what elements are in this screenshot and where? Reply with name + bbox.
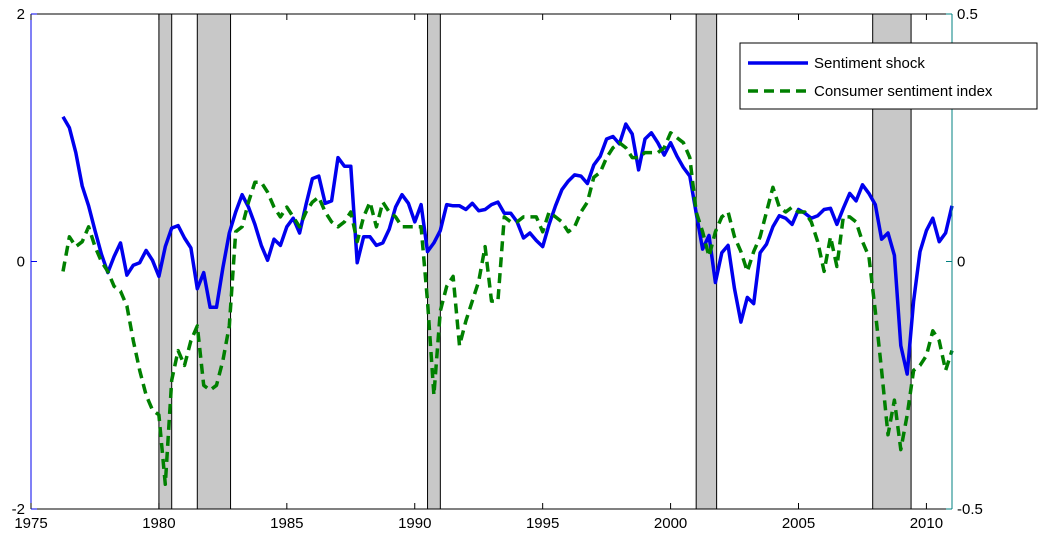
recession-band-2 <box>427 13 441 510</box>
x-tick-label-2000: 2000 <box>654 515 687 532</box>
y-right-tick-label-0.5: 0.5 <box>957 6 978 23</box>
x-tick-label-2005: 2005 <box>782 515 815 532</box>
sentiment-shock-line <box>61 115 954 376</box>
series-lines <box>61 115 954 487</box>
legend-label-1: Consumer sentiment index <box>814 83 993 100</box>
y-right-tick-label-0: 0 <box>957 254 965 271</box>
x-tick-label-1975: 1975 <box>14 515 47 532</box>
consumer-sentiment-index-line <box>61 131 954 487</box>
x-tick-label-2010: 2010 <box>910 515 943 532</box>
legend-box <box>739 42 1038 110</box>
x-tick-label-1980: 1980 <box>142 515 175 532</box>
y-right-tick-label--0.5: -0.5 <box>957 501 983 518</box>
x-tick-label-1995: 1995 <box>526 515 559 532</box>
x-tick-label-1990: 1990 <box>398 515 431 532</box>
axes: 1975 1980 1985 1990 1995 2000 2005 2010 -2 0 2 -0.5… <box>12 6 983 532</box>
x-tick-label-1985: 1985 <box>270 515 303 532</box>
y-left-tick-label-0: 0 <box>17 254 25 271</box>
legend: Sentiment shock Consumer sentiment index <box>739 42 1038 110</box>
legend-label-0: Sentiment shock <box>814 55 925 72</box>
y-left-tick-label--2: -2 <box>12 501 25 518</box>
y-left-tick-label-2: 2 <box>17 6 25 23</box>
